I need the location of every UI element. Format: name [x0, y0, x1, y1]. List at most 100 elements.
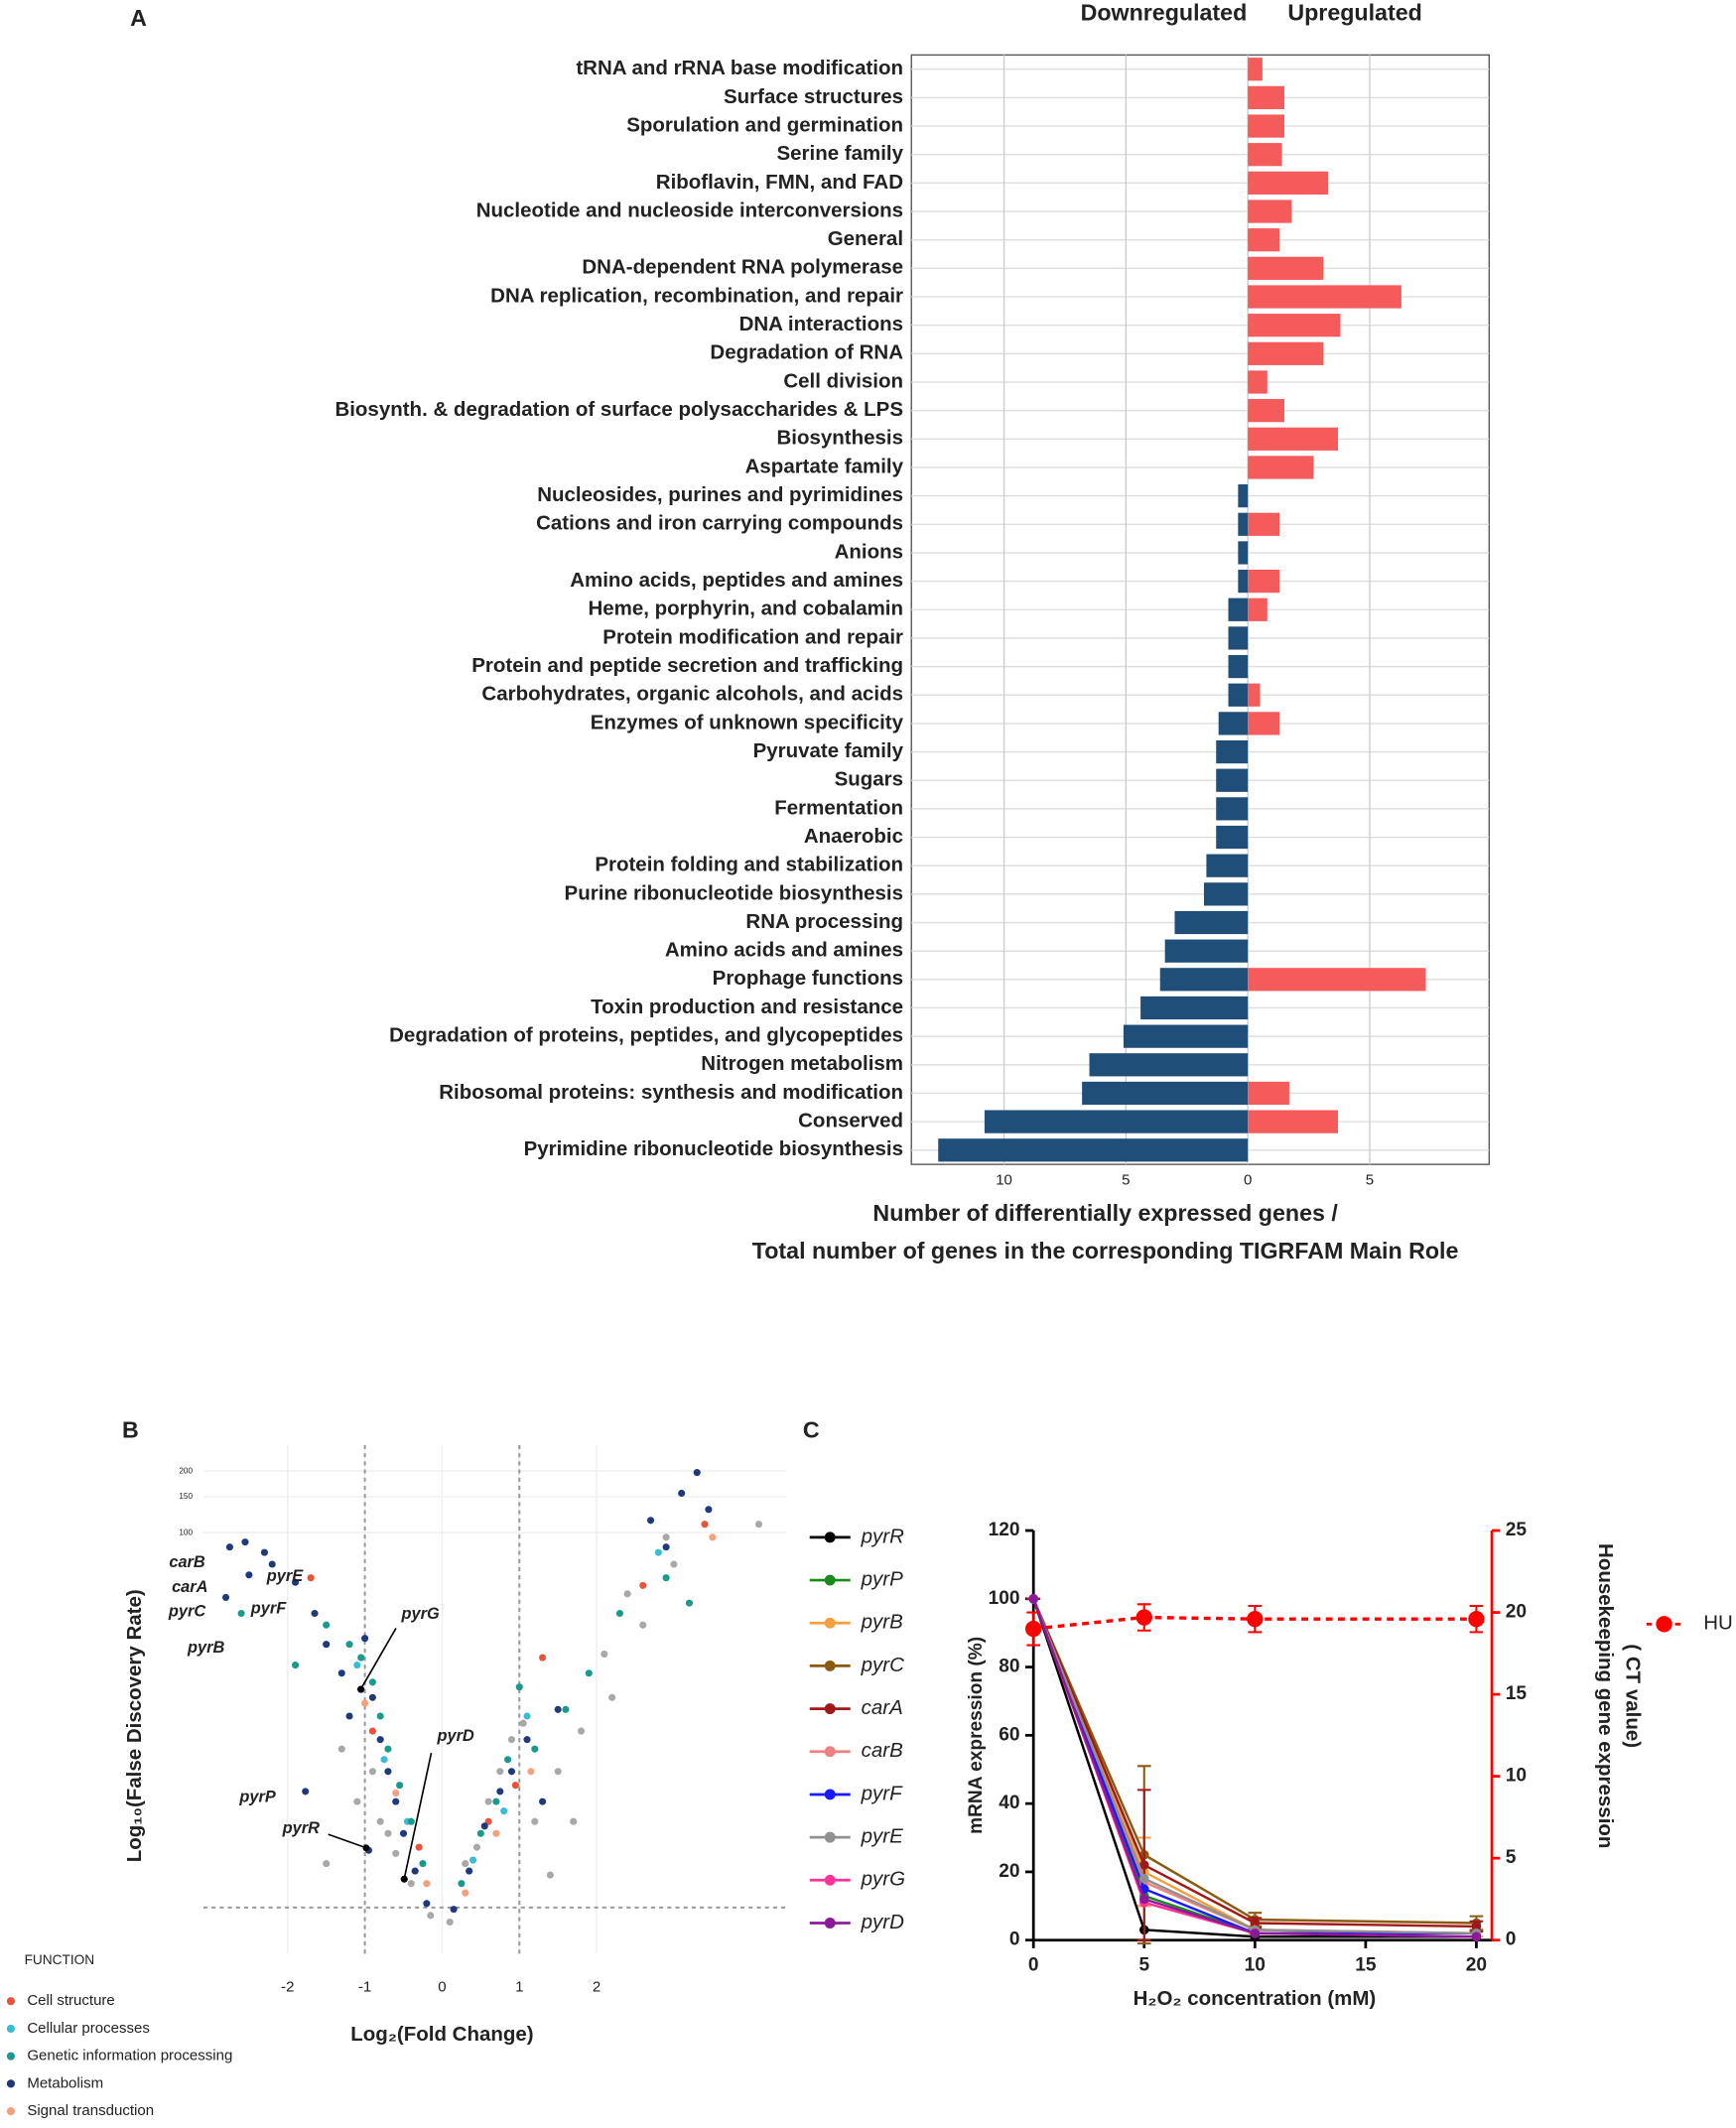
point [353, 1797, 361, 1805]
point [399, 1829, 408, 1837]
bar [1238, 512, 1249, 536]
bar [1238, 484, 1249, 508]
point [302, 1788, 310, 1796]
category-label: Nucleotide and nucleoside interconversio… [476, 199, 903, 221]
legend-marker [824, 1831, 836, 1843]
point [1138, 1860, 1149, 1870]
legend-swatch [6, 1997, 16, 2006]
x-tick-label: 0 [438, 1978, 446, 1995]
legend-swatch [6, 2079, 16, 2088]
category-label: Purine ribonucleotide biosynthesis [565, 881, 903, 904]
point [392, 1797, 400, 1805]
y2-tick-label: 20 [1506, 1602, 1527, 1623]
point [476, 1829, 484, 1837]
legend-label: carB [862, 1739, 903, 1762]
category-label: Fermentation [774, 796, 903, 819]
category-label: Pyrimidine ribonucleotide biosynthesis [524, 1137, 903, 1160]
category-label: Degradation of proteins, peptides, and g… [389, 1024, 903, 1047]
point [1138, 1874, 1149, 1884]
y-tick-label: 0 [1009, 1929, 1020, 1950]
point [345, 1641, 353, 1649]
bar [1140, 996, 1249, 1020]
y-tick-label: 150 [179, 1492, 193, 1501]
point [1135, 1609, 1152, 1626]
point [709, 1533, 717, 1541]
category-label: Protein modification and repair [602, 625, 903, 648]
gene-annotation: pyrE [266, 1567, 304, 1585]
category-label: Nitrogen metabolism [701, 1052, 903, 1075]
point [678, 1489, 686, 1498]
bar [1248, 58, 1263, 81]
y-tick-label: 100 [989, 1588, 1020, 1609]
x-tick-label: 10 [1245, 1955, 1266, 1976]
bar [1238, 569, 1249, 594]
legend-title: FUNCTION [25, 1952, 95, 1967]
point [376, 1712, 384, 1720]
annotation-arrow [359, 1628, 397, 1690]
bar [1089, 1053, 1249, 1077]
point [1025, 1620, 1042, 1638]
legend-label: pyrC [861, 1654, 904, 1676]
point [492, 1797, 500, 1805]
point [523, 1736, 531, 1744]
category-label: Anions [835, 540, 903, 563]
point [392, 1789, 400, 1797]
category-label: General [828, 227, 903, 250]
legend-swatch [6, 2052, 16, 2061]
point [376, 1736, 384, 1744]
bar [1203, 882, 1249, 906]
category-label: DNA-dependent RNA polymerase [582, 256, 903, 279]
point [504, 1756, 512, 1764]
legend-marker [824, 1789, 836, 1800]
bar [1228, 598, 1249, 621]
legend-marker [824, 1617, 836, 1629]
category-label: Biosynth. & degradation of surface polys… [334, 398, 903, 421]
bar [1082, 1081, 1249, 1106]
x-tick-label: 0 [1028, 1955, 1039, 1976]
point [323, 1621, 331, 1629]
annotation-arrow [328, 1833, 367, 1849]
point [472, 1843, 481, 1851]
point [546, 1871, 554, 1879]
point [337, 1669, 345, 1677]
category-label: Protein and peptide secretion and traffi… [471, 654, 903, 677]
category-label: Surface structures [724, 85, 903, 108]
point [466, 1867, 473, 1875]
point [292, 1662, 300, 1669]
legend-marker [824, 1918, 836, 1928]
point [311, 1609, 319, 1618]
point [639, 1581, 647, 1589]
point [446, 1918, 454, 1927]
point [357, 1654, 365, 1662]
point [361, 1635, 369, 1643]
point [323, 1641, 331, 1649]
category-label: tRNA and rRNA base modification [576, 57, 903, 79]
category-label: Cell division [783, 369, 903, 392]
point [380, 1756, 388, 1764]
category-label: DNA replication, recombination, and repa… [490, 284, 903, 307]
series-line [1032, 1598, 1477, 1925]
x-tick-label: 20 [1466, 1955, 1487, 1976]
bar [1218, 712, 1249, 735]
point [361, 1699, 369, 1707]
bar [1248, 598, 1268, 621]
category-label: Toxin production and resistance [591, 996, 903, 1018]
point [450, 1906, 458, 1914]
point [570, 1817, 578, 1825]
category-label: Ribosomal proteins: synthesis and modifi… [439, 1081, 903, 1104]
legend-label: pyrP [861, 1567, 903, 1590]
point [1250, 1918, 1261, 1928]
gene-annotation: pyrD [436, 1727, 473, 1745]
point [693, 1469, 701, 1477]
point [670, 1560, 678, 1568]
bar [1248, 314, 1341, 337]
annotation-arrow [403, 1752, 433, 1880]
y2-tick-label: 10 [1506, 1766, 1527, 1787]
x-tick-label: 5 [1138, 1955, 1149, 1976]
category-label: Aspartate family [745, 455, 904, 477]
point [368, 1768, 376, 1776]
point [507, 1736, 516, 1744]
point [519, 1719, 527, 1727]
